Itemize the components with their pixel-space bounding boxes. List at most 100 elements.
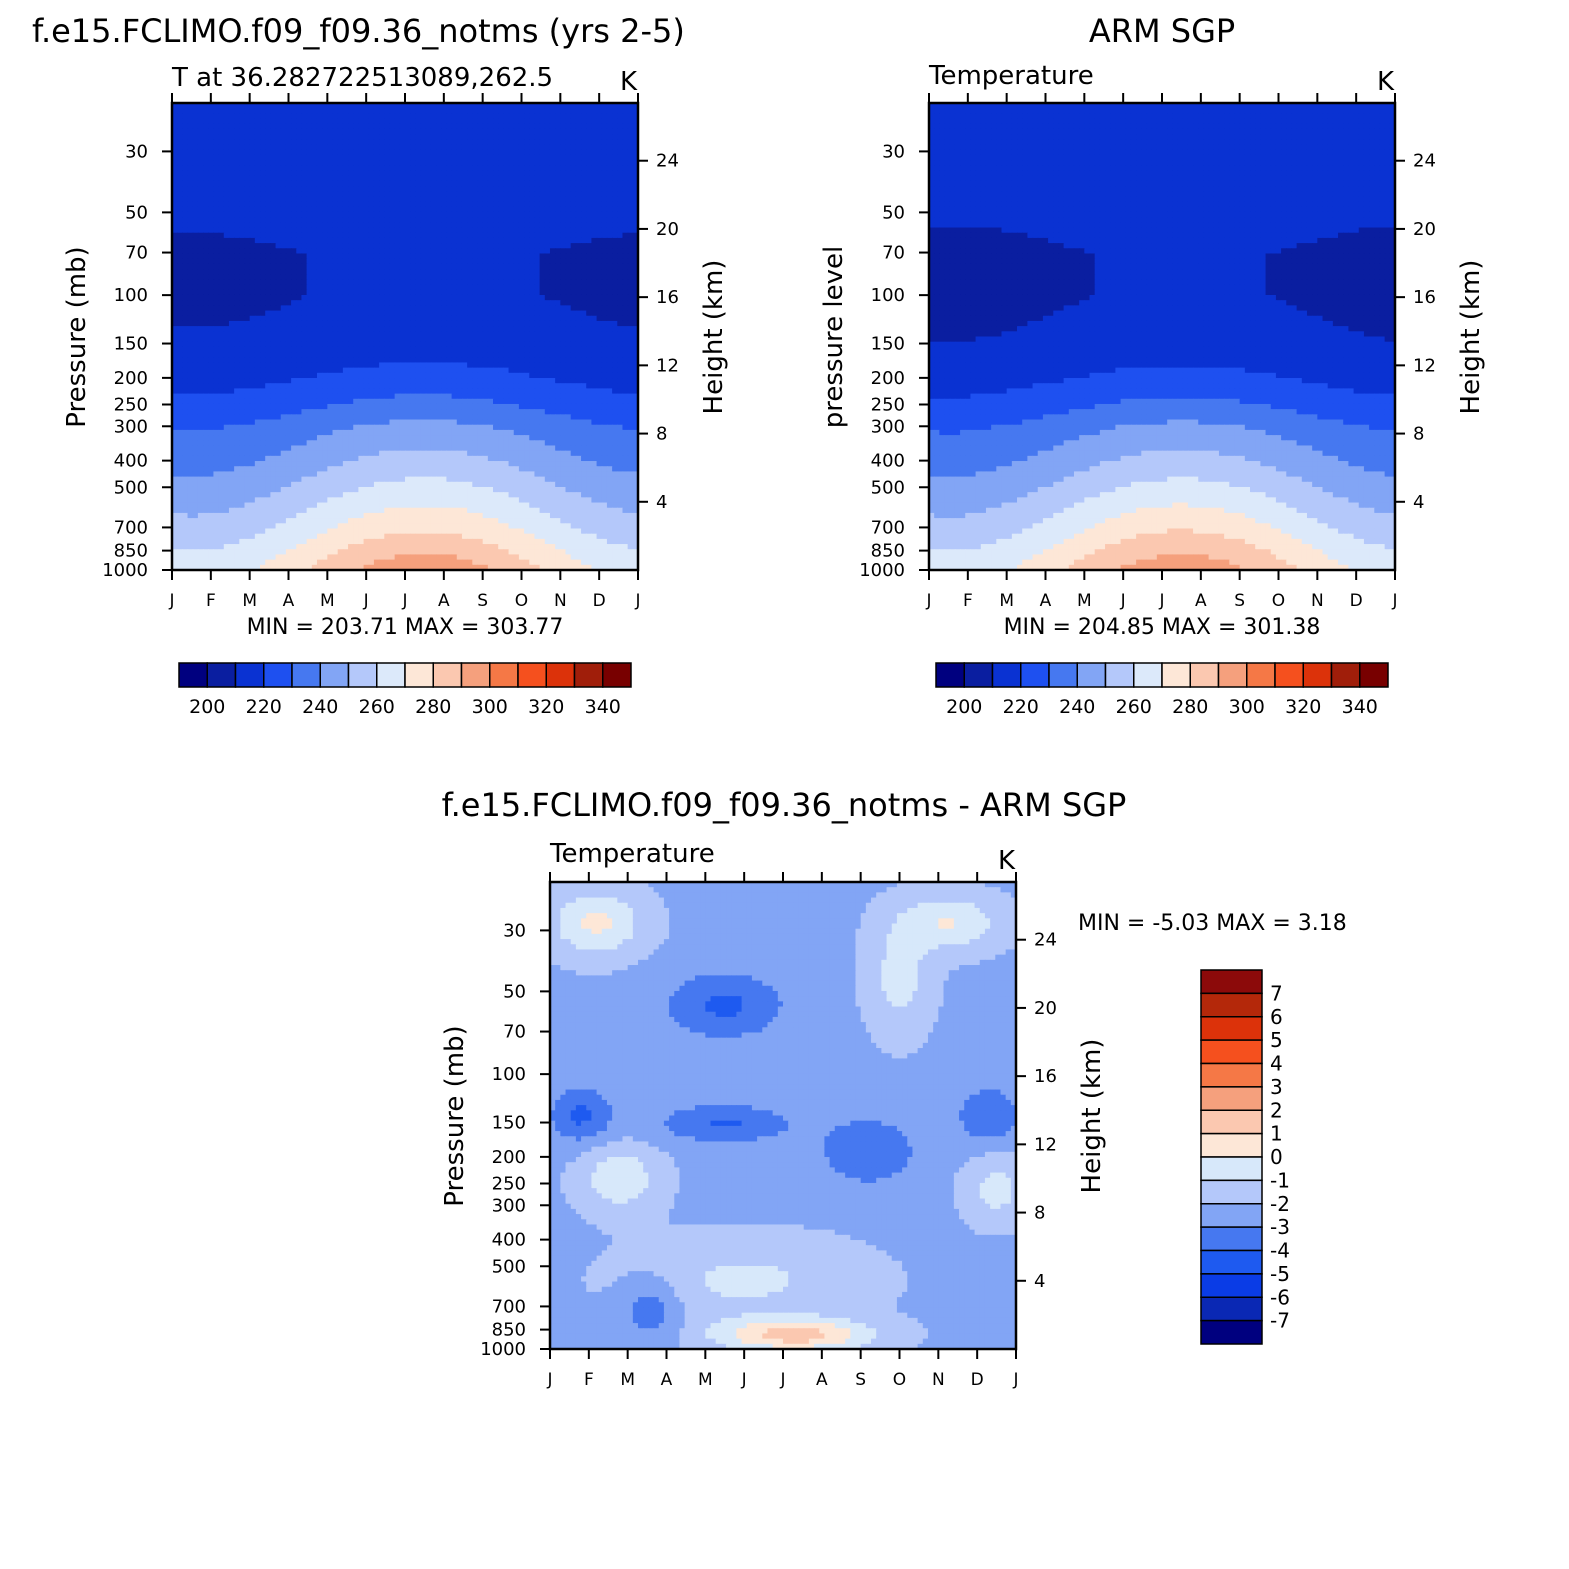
field-cell: [508, 258, 515, 265]
field-cell: [565, 331, 572, 338]
field-cell: [280, 201, 287, 208]
field-cell: [285, 175, 292, 182]
field-cell: [622, 352, 629, 358]
field-cell: [337, 362, 344, 369]
field-cell: [493, 326, 499, 332]
field-cell: [529, 113, 536, 120]
field-cell: [208, 269, 215, 275]
field-cell: [575, 222, 582, 229]
field-cell: [368, 227, 375, 234]
field-cell: [415, 274, 422, 281]
field-cell: [493, 346, 499, 353]
field-cell: [260, 388, 266, 395]
field-cell: [306, 180, 313, 187]
field-cell: [244, 227, 251, 234]
field-cell: [254, 258, 261, 265]
field-cell: [482, 232, 489, 239]
field-cell: [280, 320, 287, 327]
field-cell: [384, 175, 391, 182]
field-cell: [596, 326, 603, 332]
field-cell: [348, 253, 354, 260]
field-cell: [254, 352, 261, 358]
field-cell: [327, 357, 334, 364]
field-cell: [254, 289, 261, 296]
field-cell: [384, 331, 391, 338]
field-cell: [487, 367, 494, 374]
field-cell: [389, 227, 396, 234]
field-cell: [529, 310, 536, 317]
field-cell: [425, 108, 432, 114]
field-cell: [565, 191, 572, 197]
field-cell: [285, 372, 292, 379]
field-cell: [596, 320, 603, 327]
field-cell: [456, 315, 463, 322]
field-cell: [436, 201, 442, 208]
field-cell: [306, 196, 313, 203]
field-cell: [239, 232, 246, 239]
field-cell: [627, 346, 634, 353]
field-cell: [239, 139, 246, 146]
field-cell: [244, 315, 251, 322]
field-cell: [596, 237, 603, 244]
field-cell: [239, 237, 246, 244]
field-cell: [560, 346, 567, 353]
field-cell: [275, 331, 282, 338]
field-cell: [405, 248, 411, 255]
field-cell: [353, 180, 359, 187]
field-cell: [487, 103, 494, 109]
field-cell: [560, 289, 567, 296]
field-cell: [617, 144, 624, 151]
field-cell: [363, 378, 370, 384]
field-cell: [177, 175, 183, 182]
field-cell: [389, 320, 396, 327]
field-cell: [487, 243, 494, 249]
field-cell: [560, 108, 567, 114]
field-cell: [451, 149, 458, 156]
field-cell: [565, 128, 572, 135]
field-cell: [415, 289, 422, 296]
field-cell: [596, 118, 603, 125]
field-cell: [612, 103, 618, 109]
field-cell: [560, 352, 567, 358]
field-cell: [306, 227, 313, 234]
field-cell: [482, 222, 489, 229]
field-cell: [622, 336, 629, 343]
field-cell: [518, 331, 525, 338]
field-cell: [213, 367, 220, 374]
field-cell: [487, 144, 494, 151]
field-cell: [441, 352, 448, 358]
field-cell: [606, 352, 613, 358]
field-cell: [399, 279, 406, 286]
field-cell: [244, 139, 251, 146]
field-cell: [503, 289, 510, 296]
field-cell: [275, 357, 282, 364]
field-cell: [327, 149, 334, 156]
field-cell: [177, 217, 183, 223]
field-cell: [472, 128, 479, 135]
field-cell: [544, 196, 551, 203]
field-cell: [518, 237, 525, 244]
field-cell: [306, 191, 313, 197]
field-cell: [379, 315, 385, 322]
field-cell: [394, 103, 401, 109]
field-cell: [596, 315, 603, 322]
field-cell: [265, 128, 271, 135]
field-cell: [601, 357, 608, 364]
field-cell: [327, 315, 334, 322]
field-cell: [368, 165, 375, 172]
field-cell: [265, 118, 271, 125]
field-cell: [260, 310, 266, 317]
field-cell: [575, 284, 582, 291]
field-cell: [441, 289, 448, 296]
field-cell: [254, 108, 261, 114]
field-cell: [487, 310, 494, 317]
field-cell: [379, 341, 385, 348]
field-cell: [280, 263, 287, 270]
field-cell: [316, 315, 323, 322]
field-cell: [249, 289, 256, 296]
field-cell: [192, 362, 199, 369]
field-cell: [192, 274, 199, 281]
field-cell: [228, 196, 235, 203]
field-cell: [508, 128, 515, 135]
field-cell: [399, 103, 406, 109]
